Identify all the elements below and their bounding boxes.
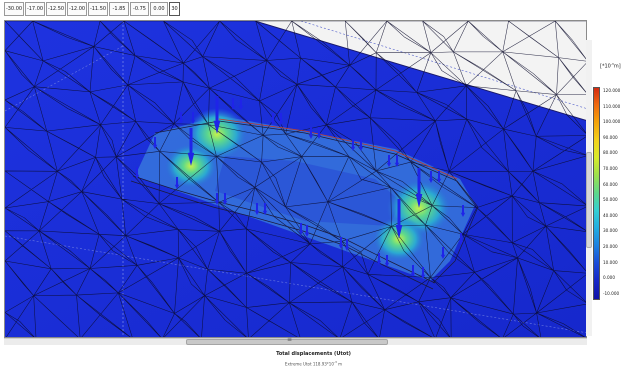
point-load-arrow-icon (262, 203, 268, 215)
legend-tick-label: 70.000 (603, 166, 618, 171)
plot-title: Total displacements (Utot) (276, 351, 351, 357)
point-load-arrow-icon (222, 193, 228, 205)
point-load-arrow-icon (316, 127, 322, 139)
point-load-arrow-icon (386, 155, 392, 167)
dashed-boundary-bottom (5, 235, 586, 333)
point-load-arrow-icon (344, 239, 350, 251)
excavation-inner (215, 156, 400, 226)
vertical-scrollbar[interactable] (586, 40, 592, 336)
point-load-arrow-icon (384, 255, 390, 267)
ruler-value-7[interactable]: 0.00 (150, 2, 168, 16)
legend-tick-label: 50.000 (603, 197, 618, 203)
dashed-boundary-left (5, 45, 124, 112)
point-load-arrow-icon (213, 96, 221, 134)
point-load-arrow-icon (152, 137, 158, 149)
point-load-arrow-icon (395, 199, 403, 239)
point-load-arrow-icon (174, 177, 180, 189)
legend-unit: [*10-3m] (600, 62, 621, 70)
point-load-arrow-icon (358, 139, 364, 151)
horizontal-scroll-thumb[interactable] (186, 339, 388, 345)
point-load-arrow-icon (460, 205, 466, 217)
legend-tick-label: 30.000 (603, 228, 618, 234)
horizontal-scrollbar[interactable]: ≡ (4, 336, 587, 345)
point-load-arrow-icon (436, 171, 442, 183)
vertical-scroll-thumb[interactable] (586, 152, 592, 248)
legend-tick-label: -10.000 (603, 290, 620, 296)
fe-mesh-plot (5, 21, 586, 337)
point-load-arrow-icon (410, 265, 416, 277)
point-load-arrow-icon (238, 98, 244, 110)
point-load-arrow-icon (134, 167, 140, 179)
scroll-grip-icon: ≡ (287, 336, 293, 343)
point-load-arrow-icon (458, 233, 464, 245)
cross-section-ruler: -30.00 -17.00 -12.50 -12.00 -11.50 -1.85 -0.75… (0, 0, 627, 18)
point-load-arrow-icon (187, 128, 195, 166)
legend-tick-label: 100.000 (603, 119, 621, 125)
ruler-value-3[interactable]: -12.00 (67, 2, 87, 16)
excavation-outline (130, 120, 479, 290)
model-boundary-region (5, 21, 586, 121)
point-load-arrow-icon (298, 223, 304, 235)
point-load-arrow-icon (394, 155, 400, 167)
point-load-arrow-icon (308, 127, 314, 139)
plot-subtitle: Extreme Utot 118.93*10-3 m (284, 360, 343, 367)
point-load-arrow-icon (440, 247, 446, 259)
point-load-arrow-icon (178, 112, 184, 124)
ruler-value-8[interactable]: 30 (169, 2, 180, 16)
legend-tick-label: 90.000 (603, 134, 618, 140)
legend-tick-label: 40.000 (603, 212, 618, 218)
point-load-arrow-icon (190, 112, 196, 124)
model-edge (254, 21, 586, 121)
ruler-value-1[interactable]: -17.00 (25, 2, 45, 16)
legend-tick-label: 80.000 (603, 150, 618, 156)
load-group (134, 96, 466, 279)
legend-color-bar (593, 87, 600, 300)
point-load-arrow-icon (376, 253, 382, 265)
point-load-arrow-icon (214, 193, 220, 205)
legend-tick-label: 0.000 (603, 275, 615, 281)
point-load-arrow-icon (350, 139, 356, 151)
point-load-arrow-icon (230, 98, 236, 110)
legend-tick-label: 120.000 (603, 88, 621, 93)
point-load-arrow-icon (428, 171, 434, 183)
ruler-value-0[interactable]: -30.00 (4, 2, 24, 16)
point-load-arrow-icon (270, 113, 276, 125)
point-load-arrow-icon (278, 113, 284, 125)
ruler-value-6[interactable]: -0.75 (130, 2, 149, 16)
legend-tick-label: 110.000 (603, 103, 621, 109)
legend-tick-label: 10.000 (603, 259, 618, 265)
wall-line (218, 118, 458, 180)
model-viewport[interactable] (4, 20, 587, 338)
legend-tick-label: 20.000 (603, 244, 618, 249)
point-load-arrow-icon (415, 168, 423, 208)
ruler-value-2[interactable]: -12.50 (46, 2, 66, 16)
point-load-arrow-icon (338, 237, 344, 249)
ruler-value-5[interactable]: -1.85 (109, 2, 129, 16)
point-load-arrow-icon (304, 225, 310, 237)
mesh-lines (5, 21, 586, 337)
triangular-mesh (5, 21, 586, 337)
legend-tick-label: 60.000 (603, 181, 618, 187)
point-load-arrow-icon (420, 267, 426, 279)
color-legend: [*10-3m] 120.000 110.000 100.000 90.000 80.0… (592, 40, 627, 310)
ruler-value-4[interactable]: -11.50 (88, 2, 108, 16)
point-load-arrow-icon (254, 203, 260, 215)
